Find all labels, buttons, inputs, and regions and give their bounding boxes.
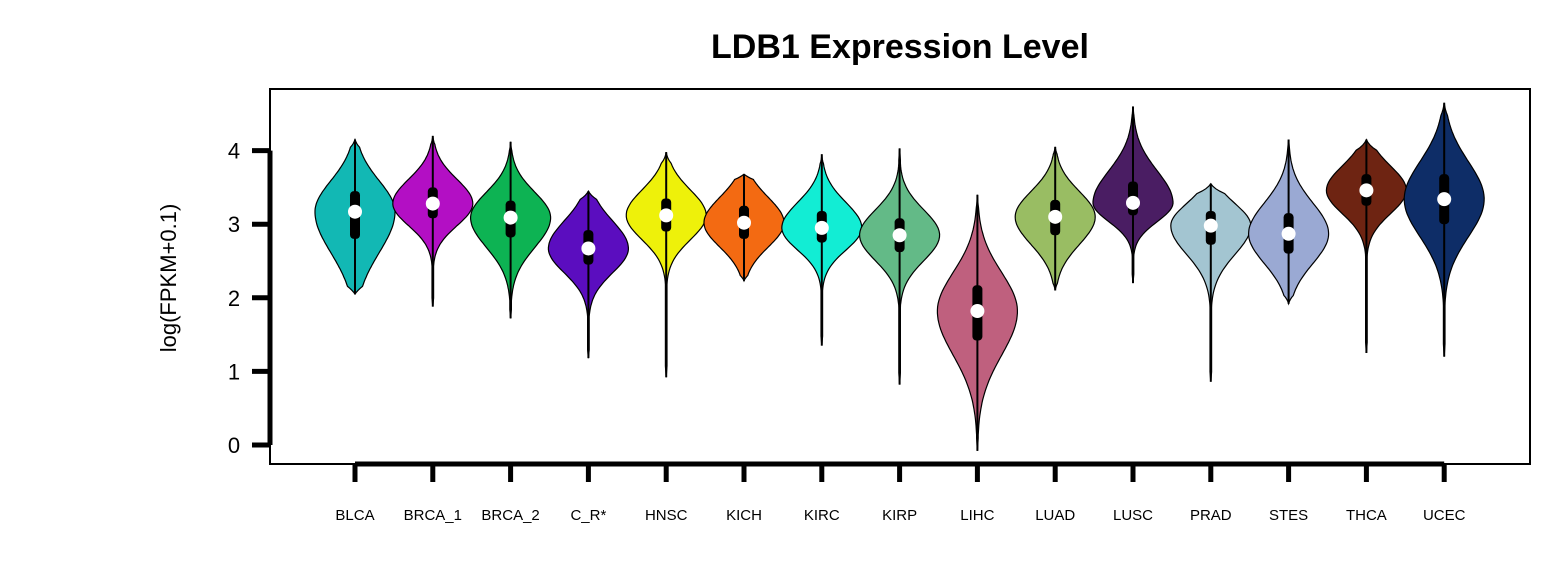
violin-median-point	[659, 208, 674, 223]
violins	[314, 102, 1485, 451]
x-tick-label: KIRC	[804, 507, 840, 524]
violin-median-point	[425, 196, 440, 211]
violin-median-point	[503, 210, 518, 225]
y-tick-label: 3	[228, 212, 240, 237]
y-tick-label: 2	[228, 286, 240, 311]
violin-median-point	[970, 304, 985, 319]
violin-median-point	[737, 215, 751, 230]
violin-luad	[1014, 146, 1096, 291]
y-tick-label: 1	[228, 359, 240, 384]
violin-lusc	[1092, 106, 1174, 284]
violin-brca-2	[470, 141, 552, 319]
violin-c-r	[547, 189, 629, 359]
x-tick-label: THCA	[1346, 507, 1387, 524]
x-tick-label: PRAD	[1190, 507, 1232, 524]
violin-median-point	[1281, 226, 1296, 241]
x-tick-label: KICH	[726, 507, 762, 524]
y-axis: 0 1 2 3 4	[228, 139, 273, 458]
x-tick-label: HNSC	[645, 507, 688, 524]
violin-kich	[703, 173, 785, 283]
x-tick-label: UCEC	[1423, 507, 1466, 524]
violin-kirp	[858, 148, 941, 385]
x-tick-label: LUSC	[1113, 507, 1153, 524]
x-tick-label: C_R*	[570, 507, 606, 524]
violin-lihc	[936, 194, 1018, 451]
violin-median-point	[1359, 183, 1374, 198]
violin-brca-1	[392, 135, 474, 307]
x-tick-label: BRCA_2	[481, 507, 539, 524]
violin-ucec	[1403, 102, 1485, 357]
x-tick-label: BLCA	[335, 507, 374, 524]
violin-median-point	[1203, 218, 1218, 233]
violin-median-point	[814, 220, 829, 235]
y-axis-label: log(FPKM+0.1)	[156, 204, 181, 353]
violin-hnsc	[625, 151, 707, 378]
violin-median-point	[892, 228, 907, 243]
x-tick-label: STES	[1269, 507, 1308, 524]
y-tick-label: 4	[228, 139, 240, 164]
x-axis: BLCA BRCA_1 BRCA_2 C_R* HNSC KICH KIRC KIRP LIHC…	[335, 461, 1466, 524]
x-tick-label: KIRP	[882, 507, 917, 524]
y-tick-label: 0	[228, 433, 240, 458]
x-tick-label: LUAD	[1035, 507, 1075, 524]
violin-stes	[1247, 139, 1330, 306]
violin-kirc	[781, 154, 863, 346]
violin-median-point	[581, 241, 596, 256]
x-tick-label: LIHC	[960, 507, 994, 524]
violin-thca	[1325, 138, 1408, 354]
violin-median-point	[1437, 192, 1452, 207]
violin-prad	[1170, 182, 1252, 382]
violin-median-point	[1126, 195, 1140, 210]
x-tick-label: BRCA_1	[404, 507, 462, 524]
violin-blca	[314, 138, 396, 296]
violin-median-point	[348, 204, 362, 219]
violin-median-point	[1048, 209, 1063, 224]
chart-title: LDB1 Expression Level	[711, 28, 1089, 66]
